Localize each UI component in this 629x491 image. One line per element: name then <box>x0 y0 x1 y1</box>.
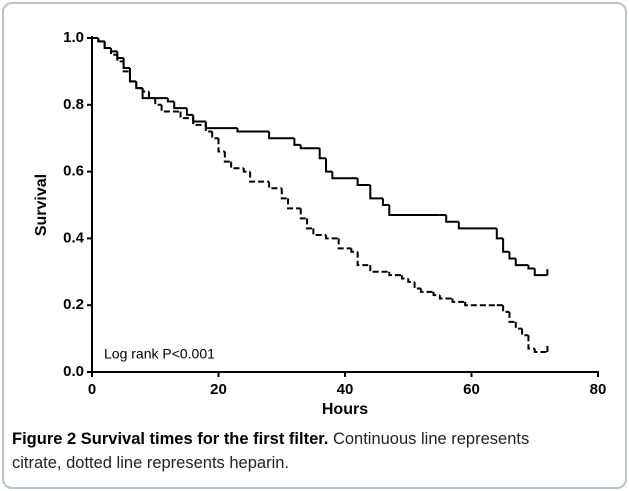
survival-step <box>527 265 535 270</box>
survival-step <box>502 238 510 253</box>
survival-step <box>204 124 213 133</box>
survival-step <box>527 335 535 350</box>
survival-step <box>179 111 194 120</box>
annotation: Log rank P<0.001 <box>104 346 215 362</box>
survival-step <box>128 71 137 83</box>
survival-step <box>438 295 453 300</box>
survival-step <box>445 215 459 223</box>
survival-step <box>521 328 529 337</box>
y-tick-label: 0.4 <box>63 229 85 246</box>
x-tick-label: 60 <box>463 381 480 398</box>
survival-step <box>223 151 232 163</box>
survival-step <box>185 108 194 116</box>
survival-step <box>325 235 339 240</box>
survival-step <box>464 301 497 307</box>
y-tick-label: 1.0 <box>63 29 84 46</box>
survival-step <box>350 248 358 253</box>
x-tick-label: 40 <box>337 381 354 398</box>
survival-step <box>337 238 352 250</box>
survival-step <box>388 205 440 217</box>
survival-step <box>306 218 314 230</box>
survival-step <box>166 98 175 103</box>
survival-step <box>388 271 402 277</box>
survival-step <box>312 228 327 237</box>
survival-step <box>249 171 270 183</box>
caption-text: Continuous line represents citrate, dott… <box>12 430 530 472</box>
survival-step <box>230 161 244 170</box>
survival-step <box>299 208 308 220</box>
y-axis-title: Survival <box>33 174 50 236</box>
survival-step <box>217 138 225 153</box>
survival-step <box>287 198 301 210</box>
caption-title: Figure 2 Survival times for the first fi… <box>12 430 329 448</box>
survival-step <box>369 265 390 273</box>
survival-step <box>400 275 409 280</box>
survival-step <box>109 48 118 56</box>
survival-step <box>242 168 251 173</box>
survival-step <box>533 268 548 277</box>
survival-step <box>160 104 181 113</box>
survival-step <box>299 144 320 150</box>
survival-step <box>141 88 168 100</box>
survival-step <box>192 114 206 123</box>
survival-step <box>413 281 421 290</box>
survival-step <box>419 288 434 293</box>
survival-step <box>331 171 358 180</box>
y-tick-label: 0.6 <box>63 163 84 180</box>
survival-step <box>122 61 130 73</box>
caption: Figure 2 Survival times for the first fi… <box>12 427 572 475</box>
survival-step <box>432 291 440 297</box>
survival-step <box>154 98 162 106</box>
survival-step <box>533 348 548 353</box>
survival-step <box>103 41 111 50</box>
survival-step <box>116 54 124 63</box>
survival-step <box>192 118 206 126</box>
survival-step <box>135 81 143 90</box>
x-axis-title: Hours <box>322 401 368 418</box>
survival-step <box>204 121 238 130</box>
survival-step <box>141 88 149 93</box>
survival-step <box>381 198 390 206</box>
survival-step <box>97 38 105 43</box>
survival-step <box>325 158 333 173</box>
survival-step <box>356 178 371 186</box>
survival-step <box>268 131 295 140</box>
survival-step <box>147 91 156 100</box>
x-tick-label: 20 <box>210 381 227 398</box>
survival-step <box>236 128 270 133</box>
survival-step <box>514 258 529 267</box>
survival-step <box>407 278 415 283</box>
survival-step <box>508 311 516 323</box>
survival-step <box>457 221 497 230</box>
y-tick-label: 0.0 <box>63 363 84 380</box>
y-tick-label: 0.8 <box>63 96 84 113</box>
survival-step <box>508 251 516 260</box>
survival-step <box>173 101 187 110</box>
x-tick-label: 0 <box>88 381 96 398</box>
survival-step <box>514 321 523 330</box>
survival-step <box>502 305 510 313</box>
survival-step <box>356 251 371 267</box>
chart: Hours Survival Log rank P<0.001 0.0 0.2 0.… <box>33 29 607 418</box>
survival-step <box>318 148 327 160</box>
survival-step <box>293 138 301 146</box>
survival-step <box>451 298 466 303</box>
survival-step <box>369 184 383 200</box>
x-tick-label: 80 <box>590 381 607 398</box>
survival-step <box>495 228 504 240</box>
survival-step <box>211 131 219 140</box>
y-tick-label: 0.2 <box>63 296 84 313</box>
survival-step <box>280 188 289 200</box>
survival-step <box>268 181 282 190</box>
